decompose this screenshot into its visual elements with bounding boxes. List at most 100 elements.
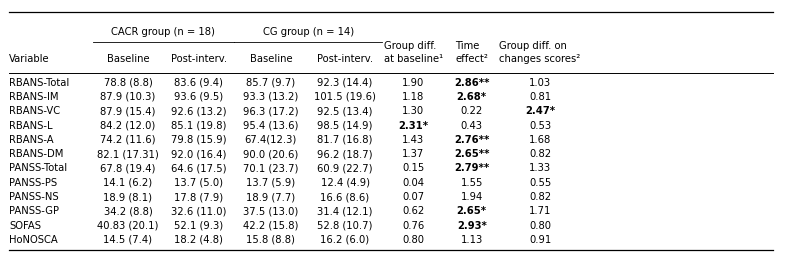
Text: 1.90: 1.90	[402, 78, 425, 88]
Text: 1.94: 1.94	[461, 192, 483, 202]
Text: CG group (n = 14): CG group (n = 14)	[262, 27, 354, 37]
Text: RBANS-DM: RBANS-DM	[9, 149, 64, 159]
Text: 85.7 (9.7): 85.7 (9.7)	[246, 78, 295, 88]
Text: 93.3 (13.2): 93.3 (13.2)	[243, 92, 298, 102]
Text: SOFAS: SOFAS	[9, 221, 42, 231]
Text: 0.07: 0.07	[402, 192, 425, 202]
Text: Group diff. on
changes scores²: Group diff. on changes scores²	[499, 41, 581, 64]
Text: 0.43: 0.43	[461, 121, 483, 131]
Text: 93.6 (9.5): 93.6 (9.5)	[174, 92, 223, 102]
Text: 1.30: 1.30	[402, 106, 425, 116]
Text: 2.79**: 2.79**	[455, 163, 489, 173]
Text: 1.43: 1.43	[402, 135, 425, 145]
Text: 1.33: 1.33	[529, 163, 551, 173]
Text: 1.55: 1.55	[461, 178, 483, 188]
Text: RBANS-VC: RBANS-VC	[9, 106, 60, 116]
Text: 0.81: 0.81	[529, 92, 551, 102]
Text: 67.8 (19.4): 67.8 (19.4)	[100, 163, 155, 173]
Text: HoNOSCA: HoNOSCA	[9, 235, 58, 245]
Text: 95.4 (13.6): 95.4 (13.6)	[243, 121, 298, 131]
Text: Group diff.
at baseline¹: Group diff. at baseline¹	[384, 41, 443, 64]
Text: 52.1 (9.3): 52.1 (9.3)	[174, 221, 223, 231]
Text: 0.91: 0.91	[529, 235, 551, 245]
Text: 0.80: 0.80	[402, 235, 425, 245]
Text: 32.6 (11.0): 32.6 (11.0)	[171, 206, 226, 216]
Text: 78.8 (8.8): 78.8 (8.8)	[104, 78, 152, 88]
Text: 13.7 (5.9): 13.7 (5.9)	[246, 178, 295, 188]
Text: 60.9 (22.7): 60.9 (22.7)	[317, 163, 373, 173]
Text: 85.1 (19.8): 85.1 (19.8)	[171, 121, 226, 131]
Text: 18.2 (4.8): 18.2 (4.8)	[174, 235, 223, 245]
Text: PANSS-NS: PANSS-NS	[9, 192, 59, 202]
Text: 0.04: 0.04	[402, 178, 425, 188]
Text: 2.86**: 2.86**	[454, 78, 490, 88]
Text: 92.5 (13.4): 92.5 (13.4)	[317, 106, 373, 116]
Text: 37.5 (13.0): 37.5 (13.0)	[243, 206, 298, 216]
Text: 14.1 (6.2): 14.1 (6.2)	[104, 178, 152, 188]
Text: PANSS-PS: PANSS-PS	[9, 178, 57, 188]
Text: 98.5 (14.9): 98.5 (14.9)	[317, 121, 373, 131]
Text: 84.2 (12.0): 84.2 (12.0)	[100, 121, 155, 131]
Text: 17.8 (7.9): 17.8 (7.9)	[174, 192, 223, 202]
Text: 2.65**: 2.65**	[454, 149, 490, 159]
Text: 96.3 (17.2): 96.3 (17.2)	[243, 106, 298, 116]
Text: PANSS-Total: PANSS-Total	[9, 163, 68, 173]
Text: 92.6 (13.2): 92.6 (13.2)	[171, 106, 226, 116]
Text: 2.76**: 2.76**	[454, 135, 490, 145]
Text: RBANS-IM: RBANS-IM	[9, 92, 59, 102]
Text: 74.2 (11.6): 74.2 (11.6)	[100, 135, 155, 145]
Text: 40.83 (20.1): 40.83 (20.1)	[97, 221, 159, 231]
Text: 13.7 (5.0): 13.7 (5.0)	[174, 178, 223, 188]
Text: 64.6 (17.5): 64.6 (17.5)	[171, 163, 226, 173]
Text: 87.9 (10.3): 87.9 (10.3)	[100, 92, 155, 102]
Text: 1.18: 1.18	[402, 92, 425, 102]
Text: 2.68*: 2.68*	[457, 92, 487, 102]
Text: 12.4 (4.9): 12.4 (4.9)	[320, 178, 370, 188]
Text: Variable: Variable	[9, 54, 50, 64]
Text: 82.1 (17.31): 82.1 (17.31)	[97, 149, 159, 159]
Text: 101.5 (19.6): 101.5 (19.6)	[314, 92, 376, 102]
Text: 0.82: 0.82	[529, 149, 551, 159]
Text: Post-interv.: Post-interv.	[317, 54, 373, 64]
Text: 16.2 (6.0): 16.2 (6.0)	[320, 235, 370, 245]
Text: 52.8 (10.7): 52.8 (10.7)	[317, 221, 373, 231]
Text: 81.7 (16.8): 81.7 (16.8)	[317, 135, 373, 145]
Text: 16.6 (8.6): 16.6 (8.6)	[320, 192, 370, 202]
Text: 2.47*: 2.47*	[525, 106, 555, 116]
Text: 83.6 (9.4): 83.6 (9.4)	[174, 78, 223, 88]
Text: 2.93*: 2.93*	[457, 221, 487, 231]
Text: 0.55: 0.55	[529, 178, 551, 188]
Text: 1.71: 1.71	[529, 206, 551, 216]
Text: 90.0 (20.6): 90.0 (20.6)	[243, 149, 298, 159]
Text: 0.53: 0.53	[529, 121, 551, 131]
Text: RBANS-L: RBANS-L	[9, 121, 53, 131]
Text: 0.15: 0.15	[402, 163, 425, 173]
Text: 67.4(12.3): 67.4(12.3)	[245, 135, 297, 145]
Text: 1.68: 1.68	[529, 135, 551, 145]
Text: Baseline: Baseline	[250, 54, 292, 64]
Text: 0.22: 0.22	[461, 106, 483, 116]
Text: 87.9 (15.4): 87.9 (15.4)	[100, 106, 155, 116]
Text: PANSS-GP: PANSS-GP	[9, 206, 60, 216]
Text: 15.8 (8.8): 15.8 (8.8)	[246, 235, 295, 245]
Text: Time
effect²: Time effect²	[455, 41, 488, 64]
Text: 79.8 (15.9): 79.8 (15.9)	[171, 135, 226, 145]
Text: 18.9 (7.7): 18.9 (7.7)	[246, 192, 295, 202]
Text: 1.37: 1.37	[402, 149, 425, 159]
Text: Baseline: Baseline	[107, 54, 149, 64]
Text: CACR group (n = 18): CACR group (n = 18)	[111, 27, 215, 37]
Text: RBANS-A: RBANS-A	[9, 135, 54, 145]
Text: Post-interv.: Post-interv.	[170, 54, 227, 64]
Text: 0.82: 0.82	[529, 192, 551, 202]
Text: 96.2 (18.7): 96.2 (18.7)	[317, 149, 373, 159]
Text: 2.31*: 2.31*	[398, 121, 429, 131]
Text: 70.1 (23.7): 70.1 (23.7)	[243, 163, 298, 173]
Text: 0.80: 0.80	[529, 221, 551, 231]
Text: 34.2 (8.8): 34.2 (8.8)	[104, 206, 152, 216]
Text: 14.5 (7.4): 14.5 (7.4)	[104, 235, 152, 245]
Text: 2.65*: 2.65*	[457, 206, 487, 216]
Text: 1.13: 1.13	[461, 235, 483, 245]
Text: 1.03: 1.03	[529, 78, 551, 88]
Text: 0.76: 0.76	[402, 221, 425, 231]
Text: 0.62: 0.62	[402, 206, 425, 216]
